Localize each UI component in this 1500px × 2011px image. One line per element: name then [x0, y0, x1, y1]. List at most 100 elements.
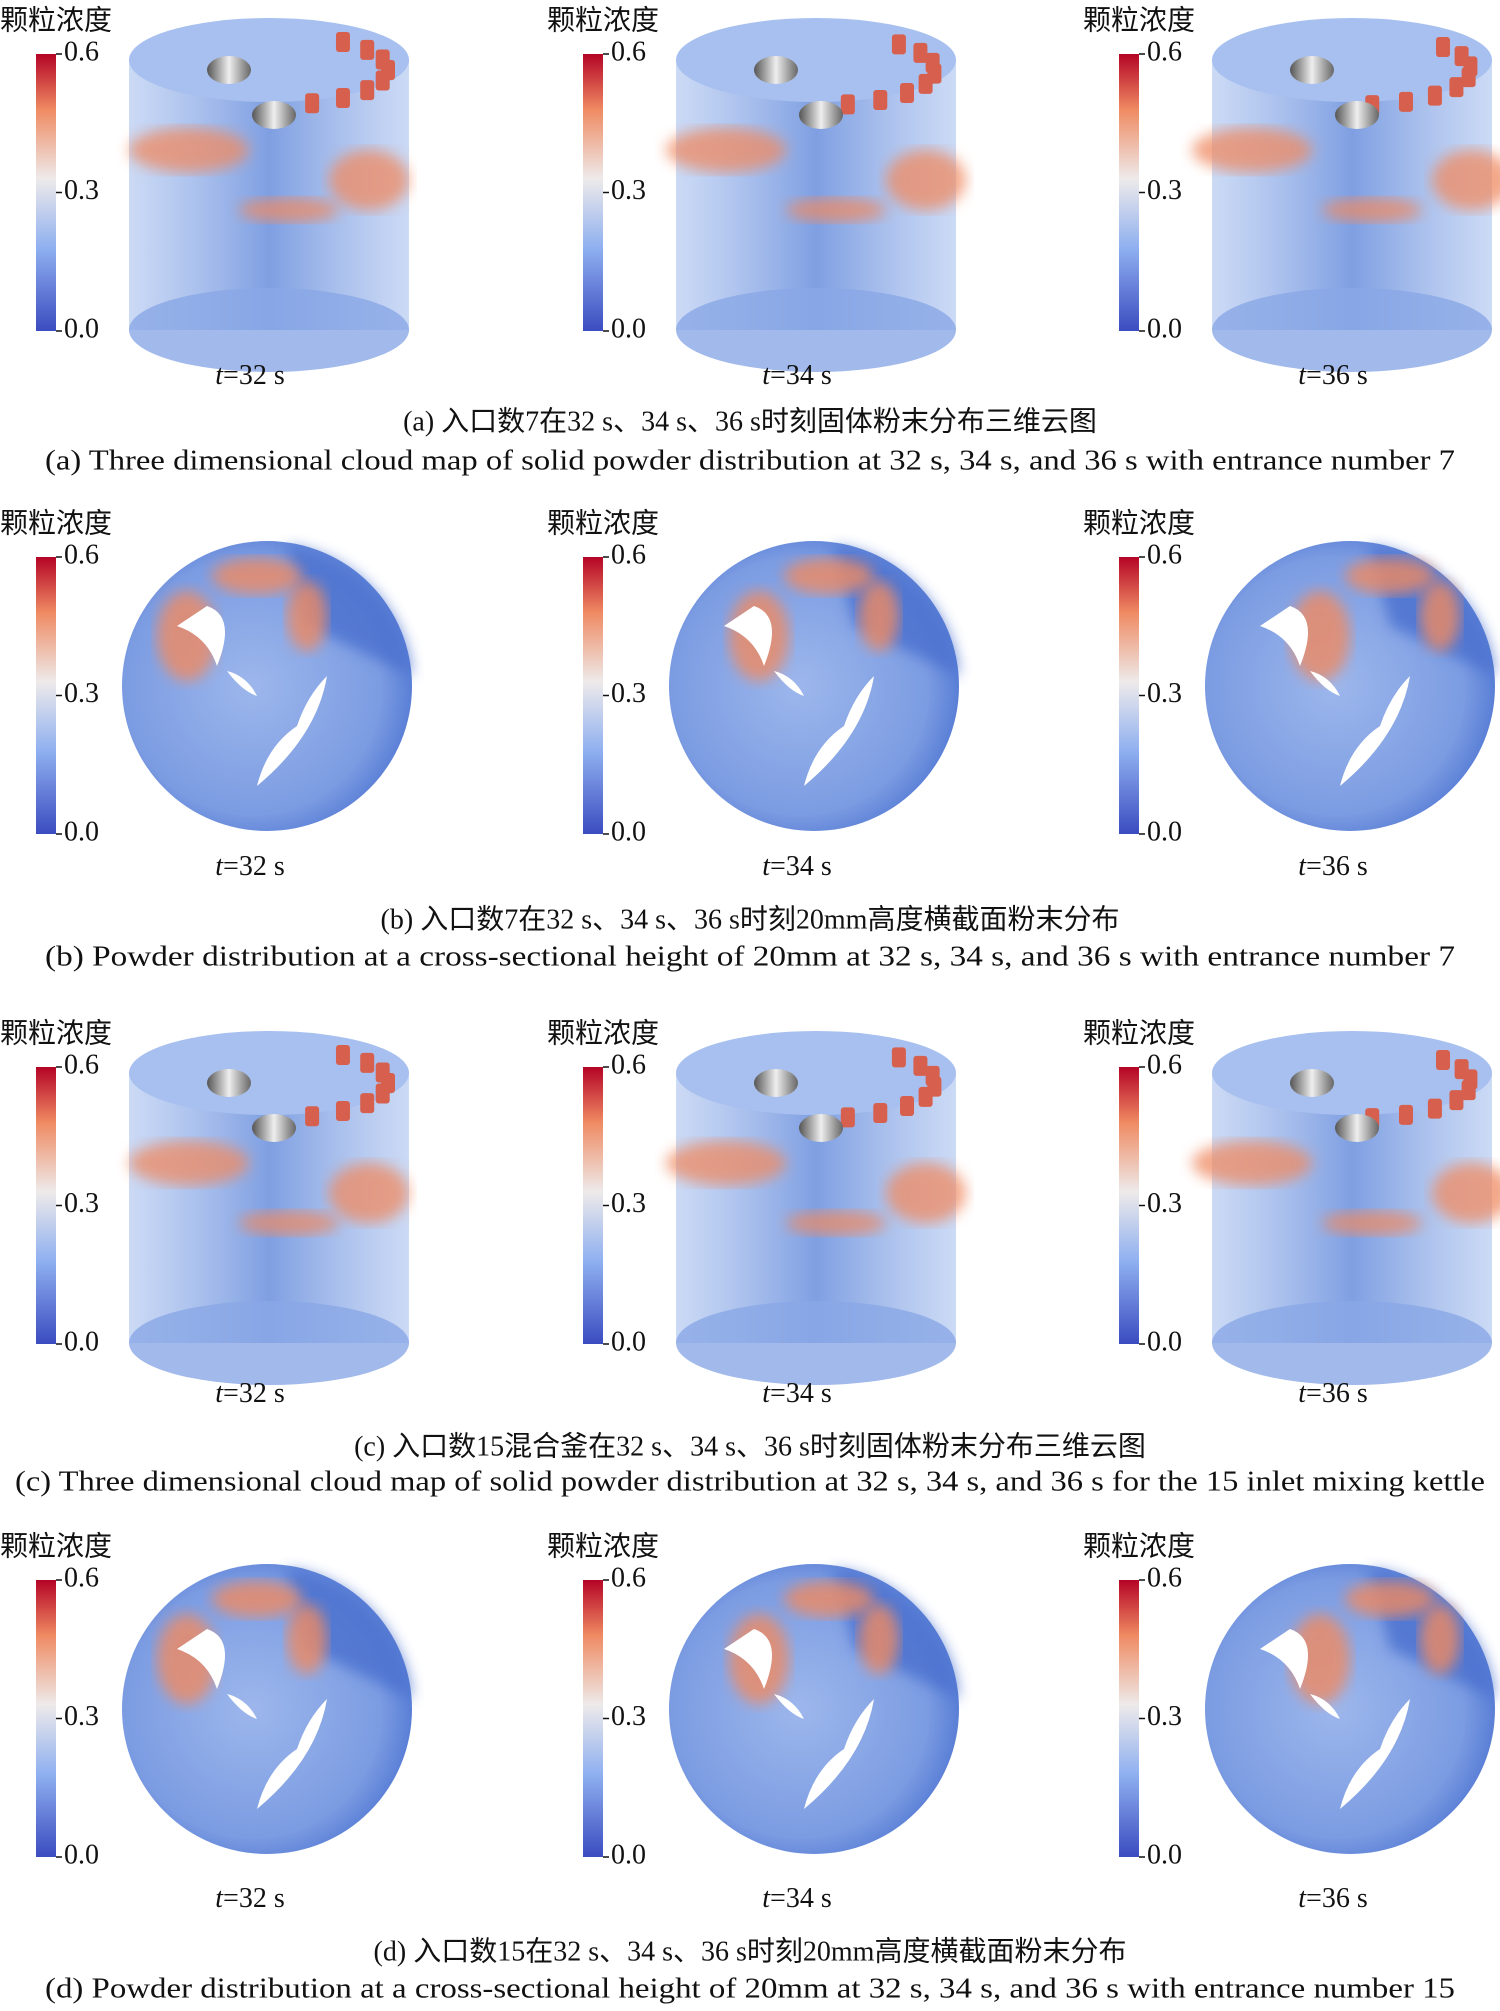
colorbar-tick-label: 0.0 [64, 816, 99, 847]
cross-section [1205, 541, 1495, 831]
concentration-blob [287, 581, 327, 651]
shaft [1290, 56, 1334, 84]
time-value: =32 s [223, 1378, 285, 1409]
impeller-blade [1310, 1694, 1340, 1719]
colorbar [36, 1067, 56, 1344]
inlet [913, 1055, 928, 1076]
colorbar-tick-label: 0.6 [611, 36, 646, 67]
colorbar-tick-label: 0.0 [1147, 1326, 1182, 1357]
colorbar-tick-label: 0.3 [611, 678, 646, 709]
colorbar [583, 54, 603, 331]
colorbar-title: 颗粒浓度 [0, 4, 112, 36]
time-value: =32 s [223, 360, 285, 391]
inlet [891, 1047, 906, 1068]
inlet [360, 1093, 375, 1114]
concentration-blob [1192, 1141, 1312, 1185]
impeller-blade [1310, 671, 1340, 696]
colorbar [1119, 1580, 1139, 1857]
time-variable: t [215, 1378, 224, 1409]
inlet [900, 1095, 915, 1116]
colorbar-tick-label: 0.6 [64, 1049, 99, 1080]
inlet [305, 1106, 320, 1127]
time-variable: t [1298, 1883, 1307, 1914]
colorbar-tick-label: 0.6 [611, 1049, 646, 1080]
impeller-blade [227, 1694, 257, 1719]
low-region [287, 1569, 412, 1699]
colorbar-tick-label: 0.0 [611, 1326, 646, 1357]
colorbar-tick-label: 0.0 [64, 313, 99, 344]
concentration-blob [129, 128, 249, 172]
colorbar-tick-label: 0.6 [64, 1562, 99, 1593]
cylinder-bottom [129, 288, 409, 372]
inlet [335, 1045, 350, 1066]
time-label: t=32 s [215, 1883, 284, 1914]
concentration-blob [1432, 1163, 1500, 1223]
cylinder-top [1212, 18, 1492, 102]
cylinder-top [676, 1031, 956, 1115]
time-value: =34 s [770, 851, 832, 882]
colorbar-tick-label: 0.0 [1147, 1839, 1182, 1870]
colorbar-tick-label: 0.3 [64, 1188, 99, 1219]
time-label: t=36 s [1298, 1883, 1367, 1914]
cylinder-bottom [1212, 288, 1492, 372]
colorbar [583, 1580, 603, 1857]
colorbar-title: 颗粒浓度 [547, 507, 659, 539]
concentration-blob [886, 1163, 966, 1223]
time-variable: t [1298, 360, 1307, 391]
colorbar-tick-label: 0.3 [64, 678, 99, 709]
impeller-blade [1340, 1699, 1410, 1809]
inlet [918, 1086, 933, 1107]
inlet [305, 93, 320, 114]
colorbar-tick-label: 0.0 [1147, 313, 1182, 344]
concentration-blob [1420, 1604, 1460, 1674]
impeller-blade [177, 606, 225, 666]
colorbar-tick-label: 0.3 [1147, 678, 1182, 709]
concentration-blob [1345, 558, 1435, 594]
time-value: =36 s [1306, 1378, 1368, 1409]
impeller-blade [804, 676, 874, 786]
concentration-blob [1192, 128, 1312, 172]
caption-zh: (c) 入口数15混合釜在32 s、34 s、36 s时刻固体粉末分布三维云图 [354, 1430, 1146, 1462]
colorbar-tick-label: 0.6 [611, 539, 646, 570]
inlet [1427, 85, 1442, 106]
concentration-blob [212, 558, 302, 594]
time-variable: t [762, 1378, 771, 1409]
impeller-blade [257, 1699, 327, 1809]
concentration-blob [129, 1141, 249, 1185]
cylinder-bottom [676, 288, 956, 372]
time-value: =36 s [1306, 851, 1368, 882]
colorbar-tick-label: 0.6 [611, 1562, 646, 1593]
impeller-blade [257, 676, 327, 786]
inlet [1427, 1098, 1442, 1119]
shaft [207, 56, 251, 84]
inlet [1398, 91, 1413, 112]
impeller-blade [1260, 1629, 1308, 1689]
inlet [335, 32, 350, 53]
concentration-blob [1420, 581, 1460, 651]
colorbar-tick-label: 0.0 [611, 816, 646, 847]
inlet [360, 1052, 375, 1073]
shaft [754, 1069, 798, 1097]
inlet [1449, 77, 1464, 98]
inlet [375, 1083, 390, 1104]
concentration-blob [1432, 150, 1500, 210]
colorbar [583, 1067, 603, 1344]
shaft [207, 1069, 251, 1097]
colorbar [36, 1580, 56, 1857]
time-value: =32 s [223, 1883, 285, 1914]
shaft [252, 101, 296, 129]
colorbar-tick-label: 0.0 [611, 1839, 646, 1870]
cylinder-bottom [676, 1301, 956, 1385]
colorbar-title: 颗粒浓度 [0, 1530, 112, 1562]
time-value: =36 s [1306, 1883, 1368, 1914]
colorbar-tick-label: 0.0 [64, 1839, 99, 1870]
time-value: =34 s [770, 1883, 832, 1914]
colorbar-tick-label: 0.6 [1147, 539, 1182, 570]
